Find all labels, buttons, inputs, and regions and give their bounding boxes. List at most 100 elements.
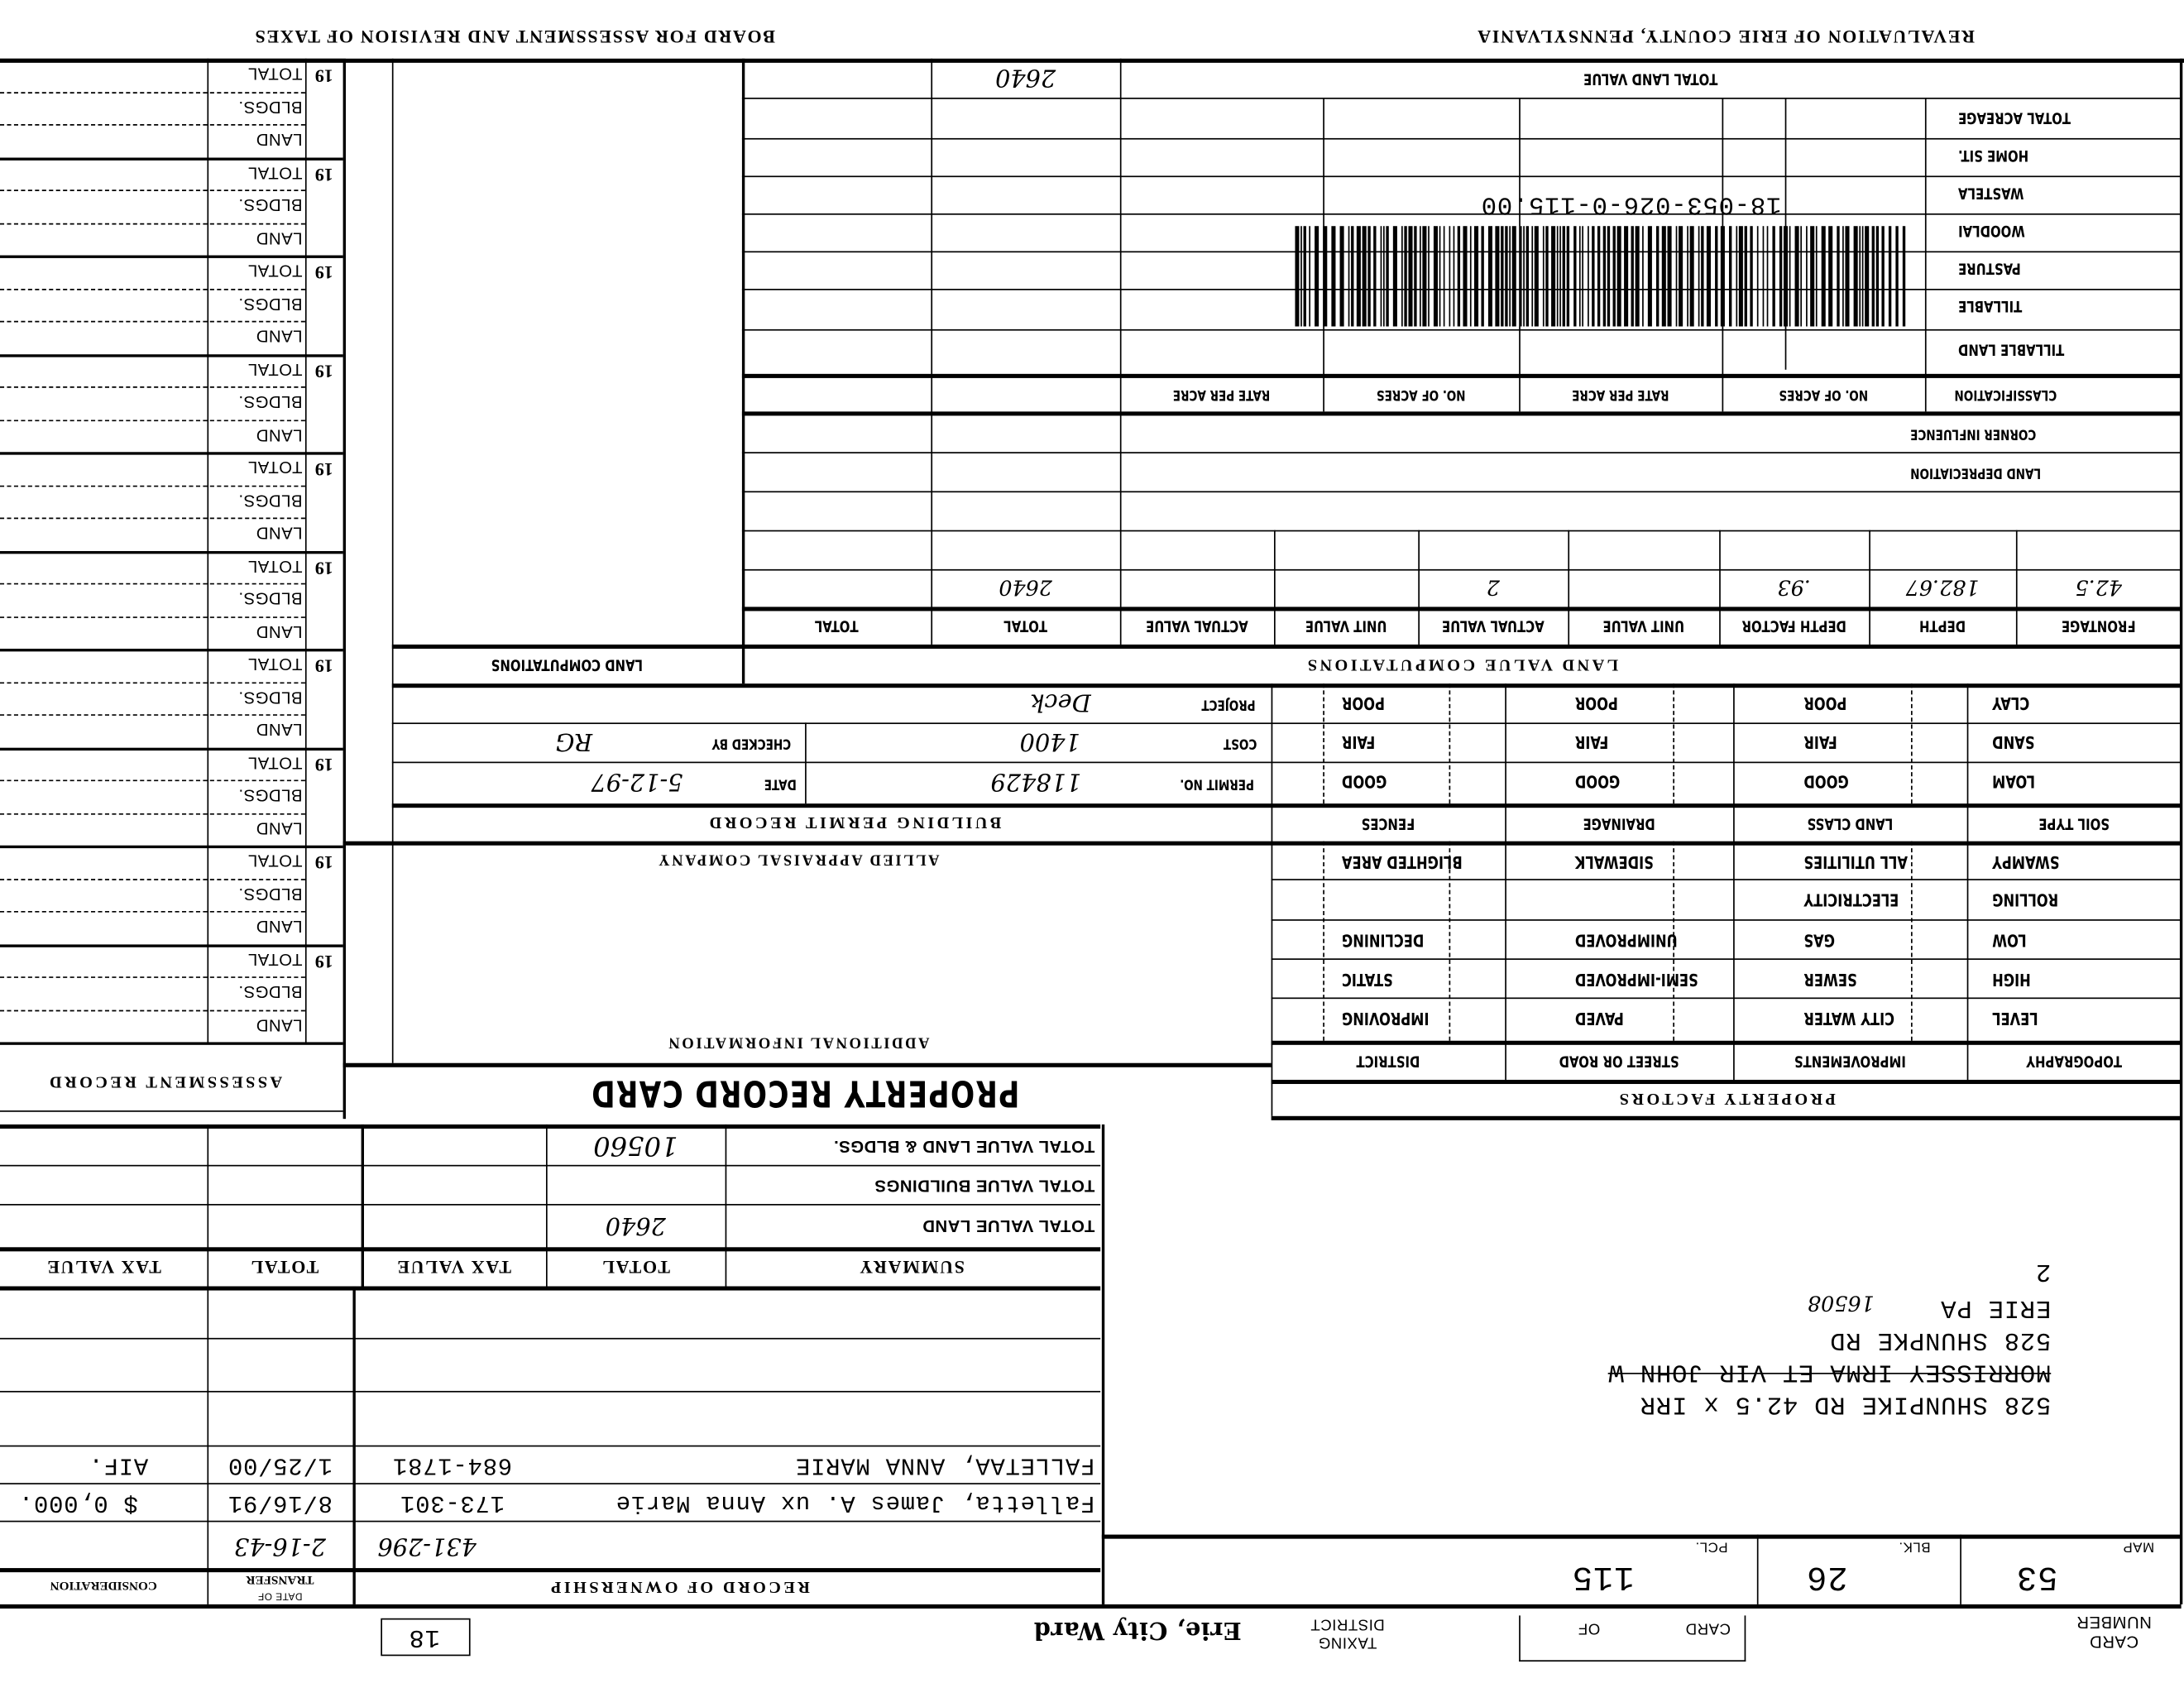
- assessment-year-prefix: 19: [314, 951, 333, 972]
- no-of-acres-header-2: NO. OF ACRES: [1376, 386, 1466, 402]
- barcode-bar: [1597, 226, 1601, 327]
- column-divider: [2015, 530, 2018, 645]
- property-factors-title: PROPERTY FACTORS: [1616, 1089, 1836, 1110]
- consideration-header: CONSIDERATION: [50, 1580, 157, 1594]
- topography-factor-label: IMPROVING: [1341, 1008, 1430, 1029]
- assessment-year-prefix: 19: [314, 458, 333, 480]
- barcode-bar: [1309, 226, 1310, 327]
- barcode-bar: [1408, 226, 1413, 327]
- barcode-bar: [1373, 226, 1377, 327]
- barcode-bar: [1607, 226, 1611, 327]
- barcode-bar: [1469, 226, 1472, 327]
- barcode-bar: [1871, 226, 1875, 327]
- barcode-bar: [1815, 226, 1818, 327]
- computation-total: 2640: [999, 575, 1052, 601]
- barcode-bar: [1706, 226, 1711, 327]
- date-label: DATE: [764, 775, 797, 791]
- row-divider: [1271, 958, 2182, 960]
- group-divider: [0, 746, 343, 750]
- barcode-bar: [1323, 226, 1328, 327]
- corner-influence-label: CORNER INFLUENCE: [1910, 425, 2037, 441]
- barcode-bar: [1380, 226, 1382, 327]
- barcode-bar: [1414, 226, 1417, 327]
- barcode-bar: [1542, 226, 1545, 327]
- topography-factor-label: UNIMPROVED: [1574, 930, 1678, 951]
- barcode-bar: [1463, 226, 1468, 327]
- checked-by-value: RG: [555, 727, 593, 755]
- row-divider: [0, 779, 305, 782]
- board-title: BOARD FOR ASSESSMENT AND REVISION OF TAX…: [253, 26, 776, 49]
- computation-column-header: TOTAL: [814, 617, 859, 635]
- barcode-bar: [1738, 226, 1743, 327]
- pcl-number: 115: [1571, 1556, 1635, 1595]
- tax-value-header-2: TAX VALUE: [46, 1257, 161, 1279]
- row-divider: [0, 517, 305, 520]
- assessment-row-label: BLDGS.: [237, 589, 303, 609]
- barcode-bar: [1828, 226, 1833, 327]
- section-divider: [1271, 1040, 2182, 1045]
- taxing-label: TAXING: [1318, 1634, 1377, 1652]
- barcode-bar: [1698, 226, 1700, 327]
- assessment-row-label: LAND: [256, 720, 303, 741]
- row-divider: [0, 976, 305, 978]
- group-divider: [0, 550, 343, 554]
- barcode-bar: [1422, 226, 1427, 327]
- barcode-bar: [1351, 226, 1354, 327]
- former-owner: MORRISSEY IRMA ET VIR JOHN W: [1607, 1357, 2052, 1386]
- barcode-bar: [1679, 226, 1684, 327]
- assessment-year-prefix: 19: [314, 557, 333, 578]
- appraisal-company: ALLIED APPRAISAL COMPANY: [656, 851, 940, 869]
- computation-column-header: ACTUAL VALUE: [1146, 617, 1248, 635]
- topography-factor-label: SWAMPY: [1992, 852, 2060, 872]
- address-line-number: 2: [2035, 1257, 2052, 1285]
- barcode-bar: [1842, 226, 1844, 327]
- row-divider: [0, 681, 305, 683]
- assessment-row-label: TOTAL: [247, 458, 303, 478]
- row-divider: [0, 124, 305, 126]
- barcode-bar: [1501, 226, 1504, 327]
- date-of-header: DATE OF: [257, 1590, 303, 1601]
- assessment-year-prefix: 19: [314, 754, 333, 775]
- acreage-row-label: HOME SIT.: [1958, 146, 2029, 165]
- soil-factor-label: POOR: [1803, 693, 1847, 713]
- barcode-bar: [1453, 226, 1455, 327]
- acreage-row-label: TILLABLE LAND: [1958, 341, 2065, 360]
- blk-label: BLK.: [1898, 1539, 1931, 1556]
- soil-factor-label: GOOD: [1341, 771, 1387, 791]
- topography-factor-label: DECLINING: [1341, 930, 1425, 951]
- row-divider: [0, 91, 305, 94]
- barcode-bar: [1800, 226, 1802, 327]
- barcode-bar: [1772, 226, 1775, 327]
- taxing-district: Erie, City Ward: [1033, 1616, 1242, 1644]
- barcode-bar: [1837, 226, 1840, 327]
- owner-transfer-date: 1/25/00: [228, 1451, 333, 1479]
- barcode-bar: [1505, 226, 1508, 327]
- rate-per-acre-header: RATE PER ACRE: [1572, 386, 1669, 402]
- barcode-bar: [1720, 226, 1725, 327]
- barcode-bar: [1859, 226, 1861, 327]
- cost-value: 1400: [1019, 727, 1080, 755]
- barcode-bar: [1531, 226, 1534, 327]
- barcode: [1295, 226, 1906, 327]
- assessment-row-label: TOTAL: [247, 359, 303, 380]
- barcode-bar: [1392, 226, 1397, 327]
- box-number-frame: [381, 1618, 471, 1657]
- row-divider: [0, 910, 305, 913]
- barcode-bar: [1642, 226, 1644, 327]
- barcode-bar: [1362, 226, 1367, 327]
- barcode-bar: [1635, 226, 1640, 327]
- group-divider: [0, 1042, 343, 1045]
- assessment-year-prefix: 19: [314, 852, 333, 874]
- assessment-row-label: LAND: [256, 130, 303, 151]
- assessment-row-label: BLDGS.: [237, 884, 303, 904]
- assessment-row-label: TOTAL: [247, 163, 303, 183]
- card-of-of-label: OF: [1578, 1620, 1601, 1638]
- assessment-row-label: TOTAL: [247, 851, 303, 871]
- barcode-bar: [1457, 226, 1461, 327]
- barcode-bar: [1689, 226, 1694, 327]
- owner-transfer-date: 8/16/91: [228, 1489, 333, 1516]
- row-divider: [0, 813, 305, 814]
- soil-factor-label: CLAY: [1992, 693, 2030, 713]
- total-value-land-bldgs: 10560: [593, 1130, 678, 1162]
- assessment-year-prefix: 19: [314, 360, 333, 382]
